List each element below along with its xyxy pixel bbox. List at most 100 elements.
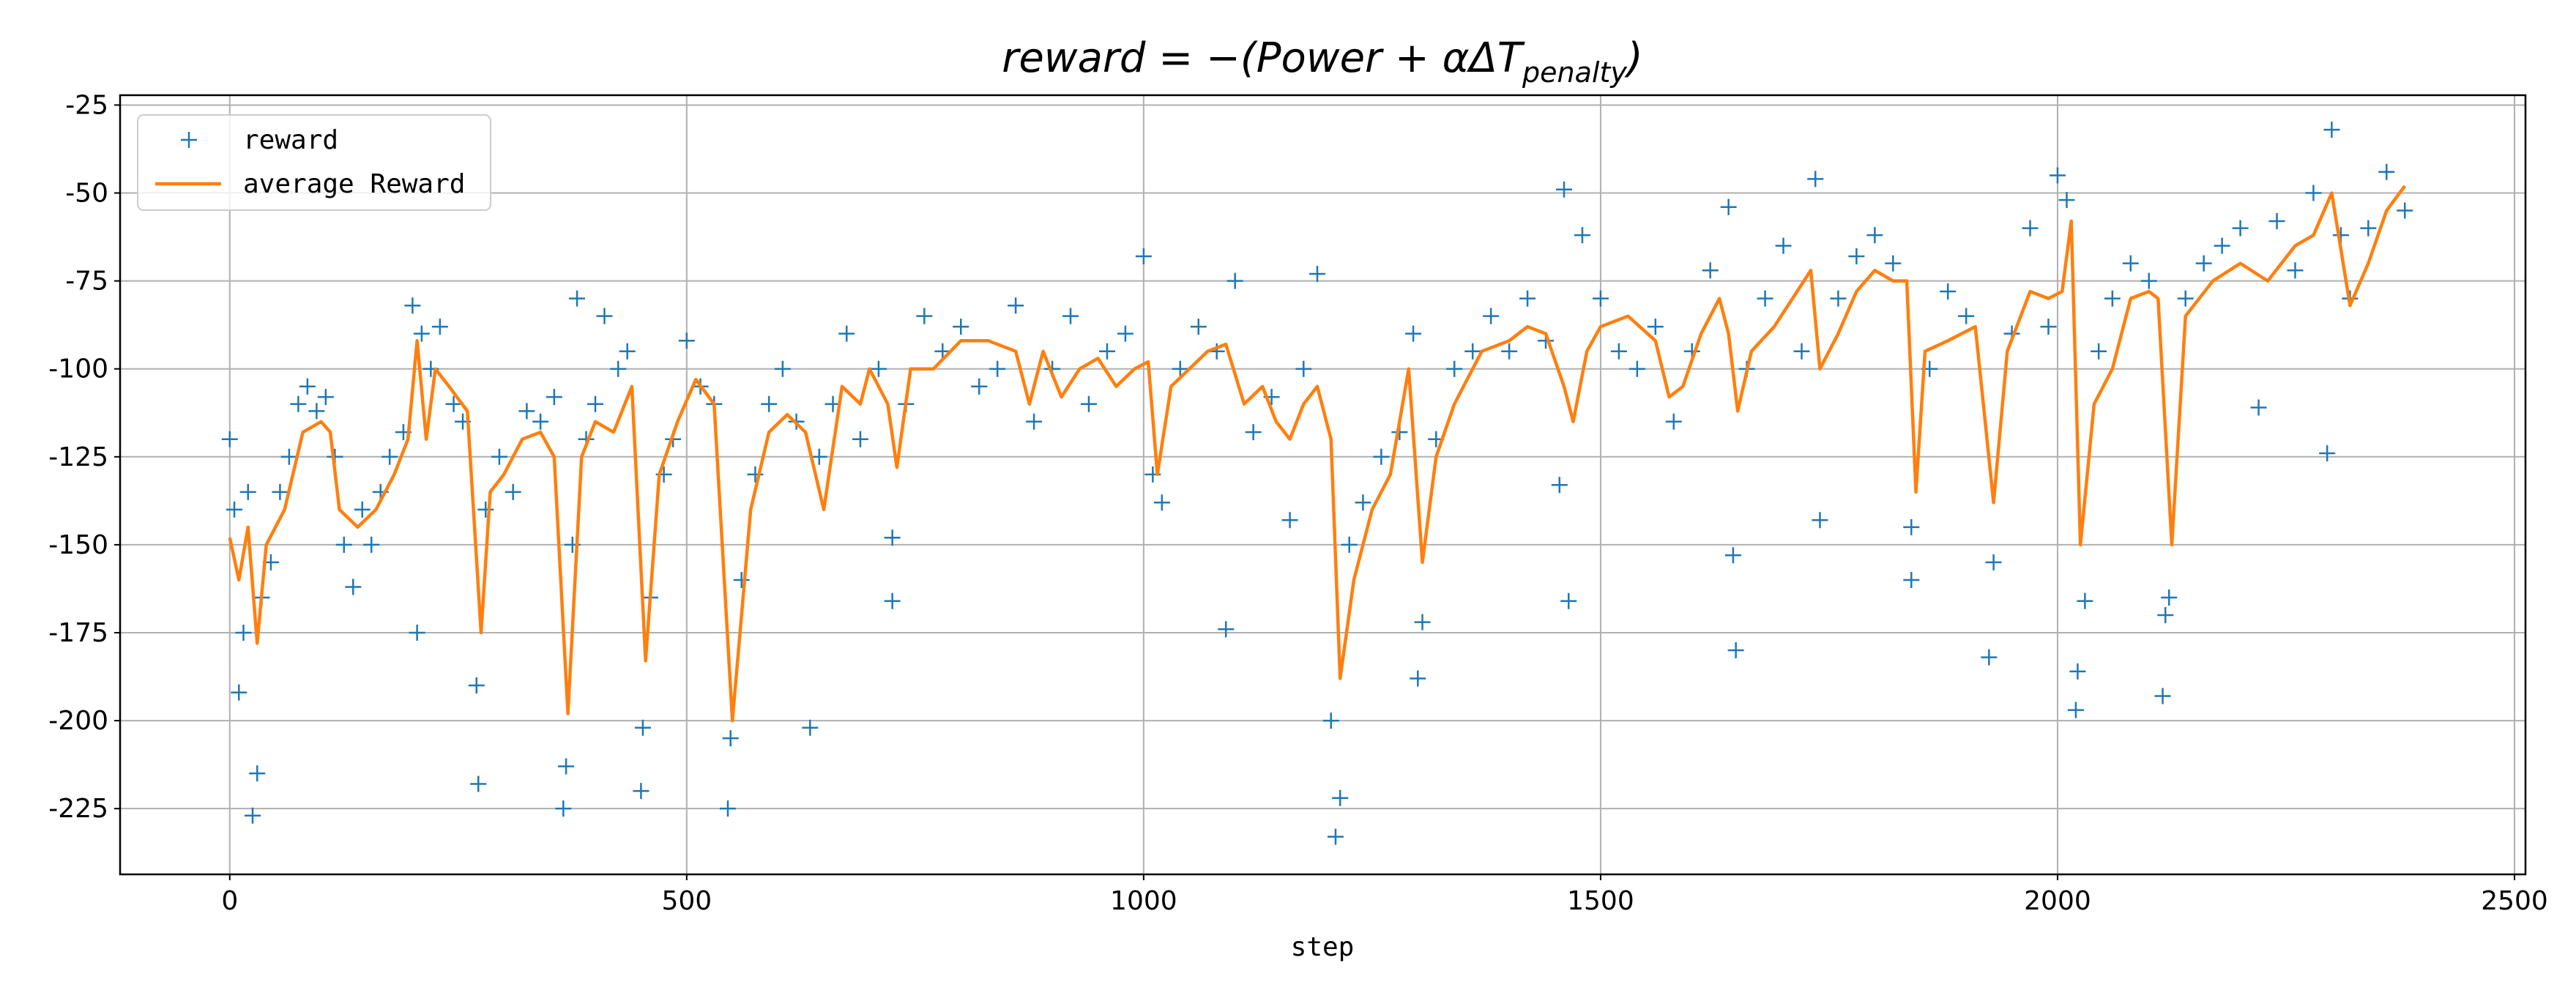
chart-title: reward = −(Power + αΔTpenalty) <box>1002 34 1642 89</box>
y-tick-label: -75 <box>65 267 108 297</box>
reward-marker <box>1341 536 1358 553</box>
y-tick-label: -175 <box>48 618 108 648</box>
reward-marker <box>546 389 562 406</box>
reward-marker <box>280 448 297 465</box>
reward-marker <box>1026 413 1043 430</box>
reward-marker <box>2214 237 2230 254</box>
reward-marker <box>1556 181 1572 198</box>
reward-marker <box>1885 255 1902 272</box>
reward-marker <box>2104 290 2121 307</box>
reward-marker <box>852 431 868 447</box>
y-tick-label: -150 <box>48 530 108 560</box>
reward-marker <box>587 395 604 412</box>
reward-marker <box>413 325 430 342</box>
reward-marker <box>1322 713 1339 729</box>
reward-marker <box>1647 319 1664 335</box>
reward-marker <box>1446 360 1463 377</box>
reward-marker <box>953 319 969 335</box>
title-close: ) <box>1624 34 1643 82</box>
x-tick-label: 1500 <box>1567 886 1634 916</box>
reward-marker <box>470 776 487 792</box>
reward-marker <box>2069 663 2086 680</box>
reward-marker <box>1190 319 1207 335</box>
reward-marker <box>1830 290 1847 307</box>
title-main: reward = −(Power + αΔT <box>1002 34 1525 82</box>
reward-marker <box>1483 308 1500 324</box>
legend-box <box>137 114 491 211</box>
reward-marker <box>431 319 448 335</box>
y-tick-label: -125 <box>48 442 108 472</box>
reward-marker <box>634 719 651 736</box>
reward-marker <box>1724 547 1741 564</box>
reward-marker <box>1153 494 1170 511</box>
x-tick-label: 500 <box>661 886 712 916</box>
reward-marker <box>884 592 901 609</box>
reward-marker <box>838 325 855 342</box>
reward-marker <box>1117 325 1133 342</box>
reward-marker <box>354 501 371 518</box>
x-tick-label: 1000 <box>1110 886 1177 916</box>
reward-marker <box>404 297 421 314</box>
reward-marker <box>1985 554 2002 570</box>
reward-marker <box>317 389 334 406</box>
reward-marker <box>2022 220 2039 237</box>
reward-marker <box>761 395 778 412</box>
reward-marker <box>345 579 362 595</box>
reward-marker <box>1903 571 1920 588</box>
reward-marker <box>2378 163 2395 180</box>
reward-marker <box>1464 343 1481 360</box>
reward-marker <box>468 677 485 694</box>
reward-marker <box>934 343 951 360</box>
reward-marker <box>1702 262 1719 279</box>
reward-marker <box>1519 290 1536 307</box>
reward-marker <box>569 290 586 307</box>
reward-marker <box>1775 237 1792 254</box>
reward-marker <box>1628 360 1645 377</box>
reward-marker <box>1903 518 1920 535</box>
reward-marker <box>1098 343 1115 360</box>
x-tick-label: 2500 <box>2481 886 2548 916</box>
reward-marker <box>532 413 549 430</box>
reward-marker <box>2058 192 2075 209</box>
reward-marker <box>299 378 316 395</box>
reward-marker <box>2287 262 2304 279</box>
reward-marker <box>802 719 819 736</box>
reward-marker <box>2232 220 2249 237</box>
reward-marker <box>2360 220 2377 237</box>
reward-marker <box>505 483 521 500</box>
reward-marker <box>1410 670 1426 687</box>
reward-marker <box>722 730 739 747</box>
reward-marker <box>1727 642 1744 659</box>
reward-marker <box>1560 592 1577 609</box>
reward-marker <box>249 765 266 782</box>
reward-marker <box>1812 512 1828 529</box>
reward-marker <box>733 571 750 588</box>
reward-marker <box>2397 202 2413 219</box>
reward-marker <box>870 360 887 377</box>
reward-marker <box>1981 649 1998 666</box>
reward-marker <box>335 536 352 553</box>
reward-marker <box>558 758 575 775</box>
reward-marker <box>363 536 380 553</box>
reward-marker <box>1958 308 1975 324</box>
reward-marker <box>989 360 1006 377</box>
reward-marker <box>239 483 256 500</box>
reward-marker <box>2154 688 2171 704</box>
reward-marker <box>1226 272 1243 289</box>
reward-marker <box>2161 589 2178 606</box>
legend-label: reward <box>243 125 338 155</box>
reward-marker <box>1610 343 1627 360</box>
reward-marker <box>719 800 736 817</box>
reward-marker <box>1355 494 1371 511</box>
y-tick-label: -100 <box>48 354 108 384</box>
reward-marker <box>971 378 988 395</box>
y-tick-label: -50 <box>65 179 108 209</box>
reward-marker <box>477 501 494 518</box>
reward-marker <box>1414 614 1431 631</box>
reward-marker <box>409 624 425 641</box>
reward-marker <box>1135 248 1152 265</box>
reward-marker <box>235 624 252 641</box>
reward-marker <box>2122 255 2139 272</box>
reward-marker <box>2067 702 2084 718</box>
